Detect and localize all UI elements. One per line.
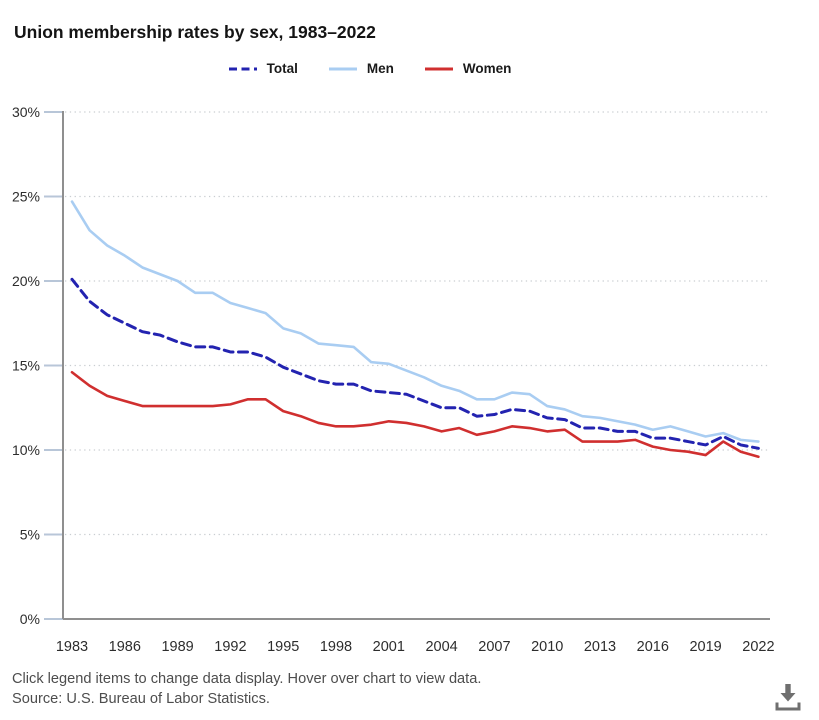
x-axis-label: 1986 — [109, 639, 141, 655]
women-line-swatch-icon — [424, 67, 453, 70]
total-line-swatch-icon — [228, 67, 257, 70]
legend-item-men[interactable]: Men — [328, 61, 394, 76]
download-button[interactable] — [770, 679, 806, 715]
x-axis-label: 2004 — [425, 639, 457, 655]
chart-title: Union membership rates by sex, 1983–2022 — [14, 21, 376, 42]
axes — [62, 111, 770, 620]
y-axis-ticks: 0% 5% 10% 15% 20% 25% 30% — [12, 104, 63, 627]
legend: Total Men Women — [0, 61, 779, 76]
x-axis-label: 1989 — [161, 639, 193, 655]
x-axis-label: 2019 — [689, 639, 721, 655]
y-axis-label: 30% — [12, 104, 40, 120]
x-axis-label: 1983 — [56, 639, 88, 655]
x-axis-label: 2010 — [531, 639, 563, 655]
series-line-total — [70, 277, 760, 450]
gridlines — [65, 111, 769, 536]
x-axis-label: 2013 — [584, 639, 616, 655]
line-chart-plot-area[interactable]: 0%5%10%15%20%25%30%1983 1986 1989 1992 1995 1… — [0, 0, 819, 665]
x-axis-label: 2001 — [373, 639, 405, 655]
download-icon — [775, 684, 801, 711]
legend-label-men: Men — [366, 61, 394, 76]
x-axis-label: 2022 — [742, 639, 774, 655]
y-axis-label: 0% — [20, 611, 40, 627]
legend-item-women[interactable]: Women — [424, 61, 512, 76]
x-axis-label: 2016 — [637, 639, 669, 655]
men-line-swatch-icon — [328, 67, 357, 70]
y-axis-label: 20% — [12, 273, 40, 289]
legend-item-total[interactable]: Total — [228, 61, 298, 76]
y-axis-label: 10% — [12, 442, 40, 458]
footer-hint: Click legend items to change data displa… — [12, 671, 482, 687]
y-axis-label: 15% — [12, 358, 40, 374]
legend-label-total: Total — [266, 61, 298, 76]
y-axis-label: 5% — [20, 527, 40, 543]
series-line-women — [70, 370, 760, 459]
x-axis-label: 1995 — [267, 639, 299, 655]
footer-source: Source: U.S. Bureau of Labor Statistics. — [12, 691, 270, 707]
series-line-men — [70, 200, 760, 443]
x-axis-labels: 1983 1986 1989 1992 1995 1998 2001 2004 2007 2010… — [56, 639, 775, 655]
legend-label-women: Women — [462, 61, 512, 76]
x-axis-label: 1998 — [320, 639, 352, 655]
x-axis-label: 2007 — [478, 639, 510, 655]
y-axis-label: 25% — [12, 189, 40, 205]
x-axis-label: 1992 — [214, 639, 246, 655]
